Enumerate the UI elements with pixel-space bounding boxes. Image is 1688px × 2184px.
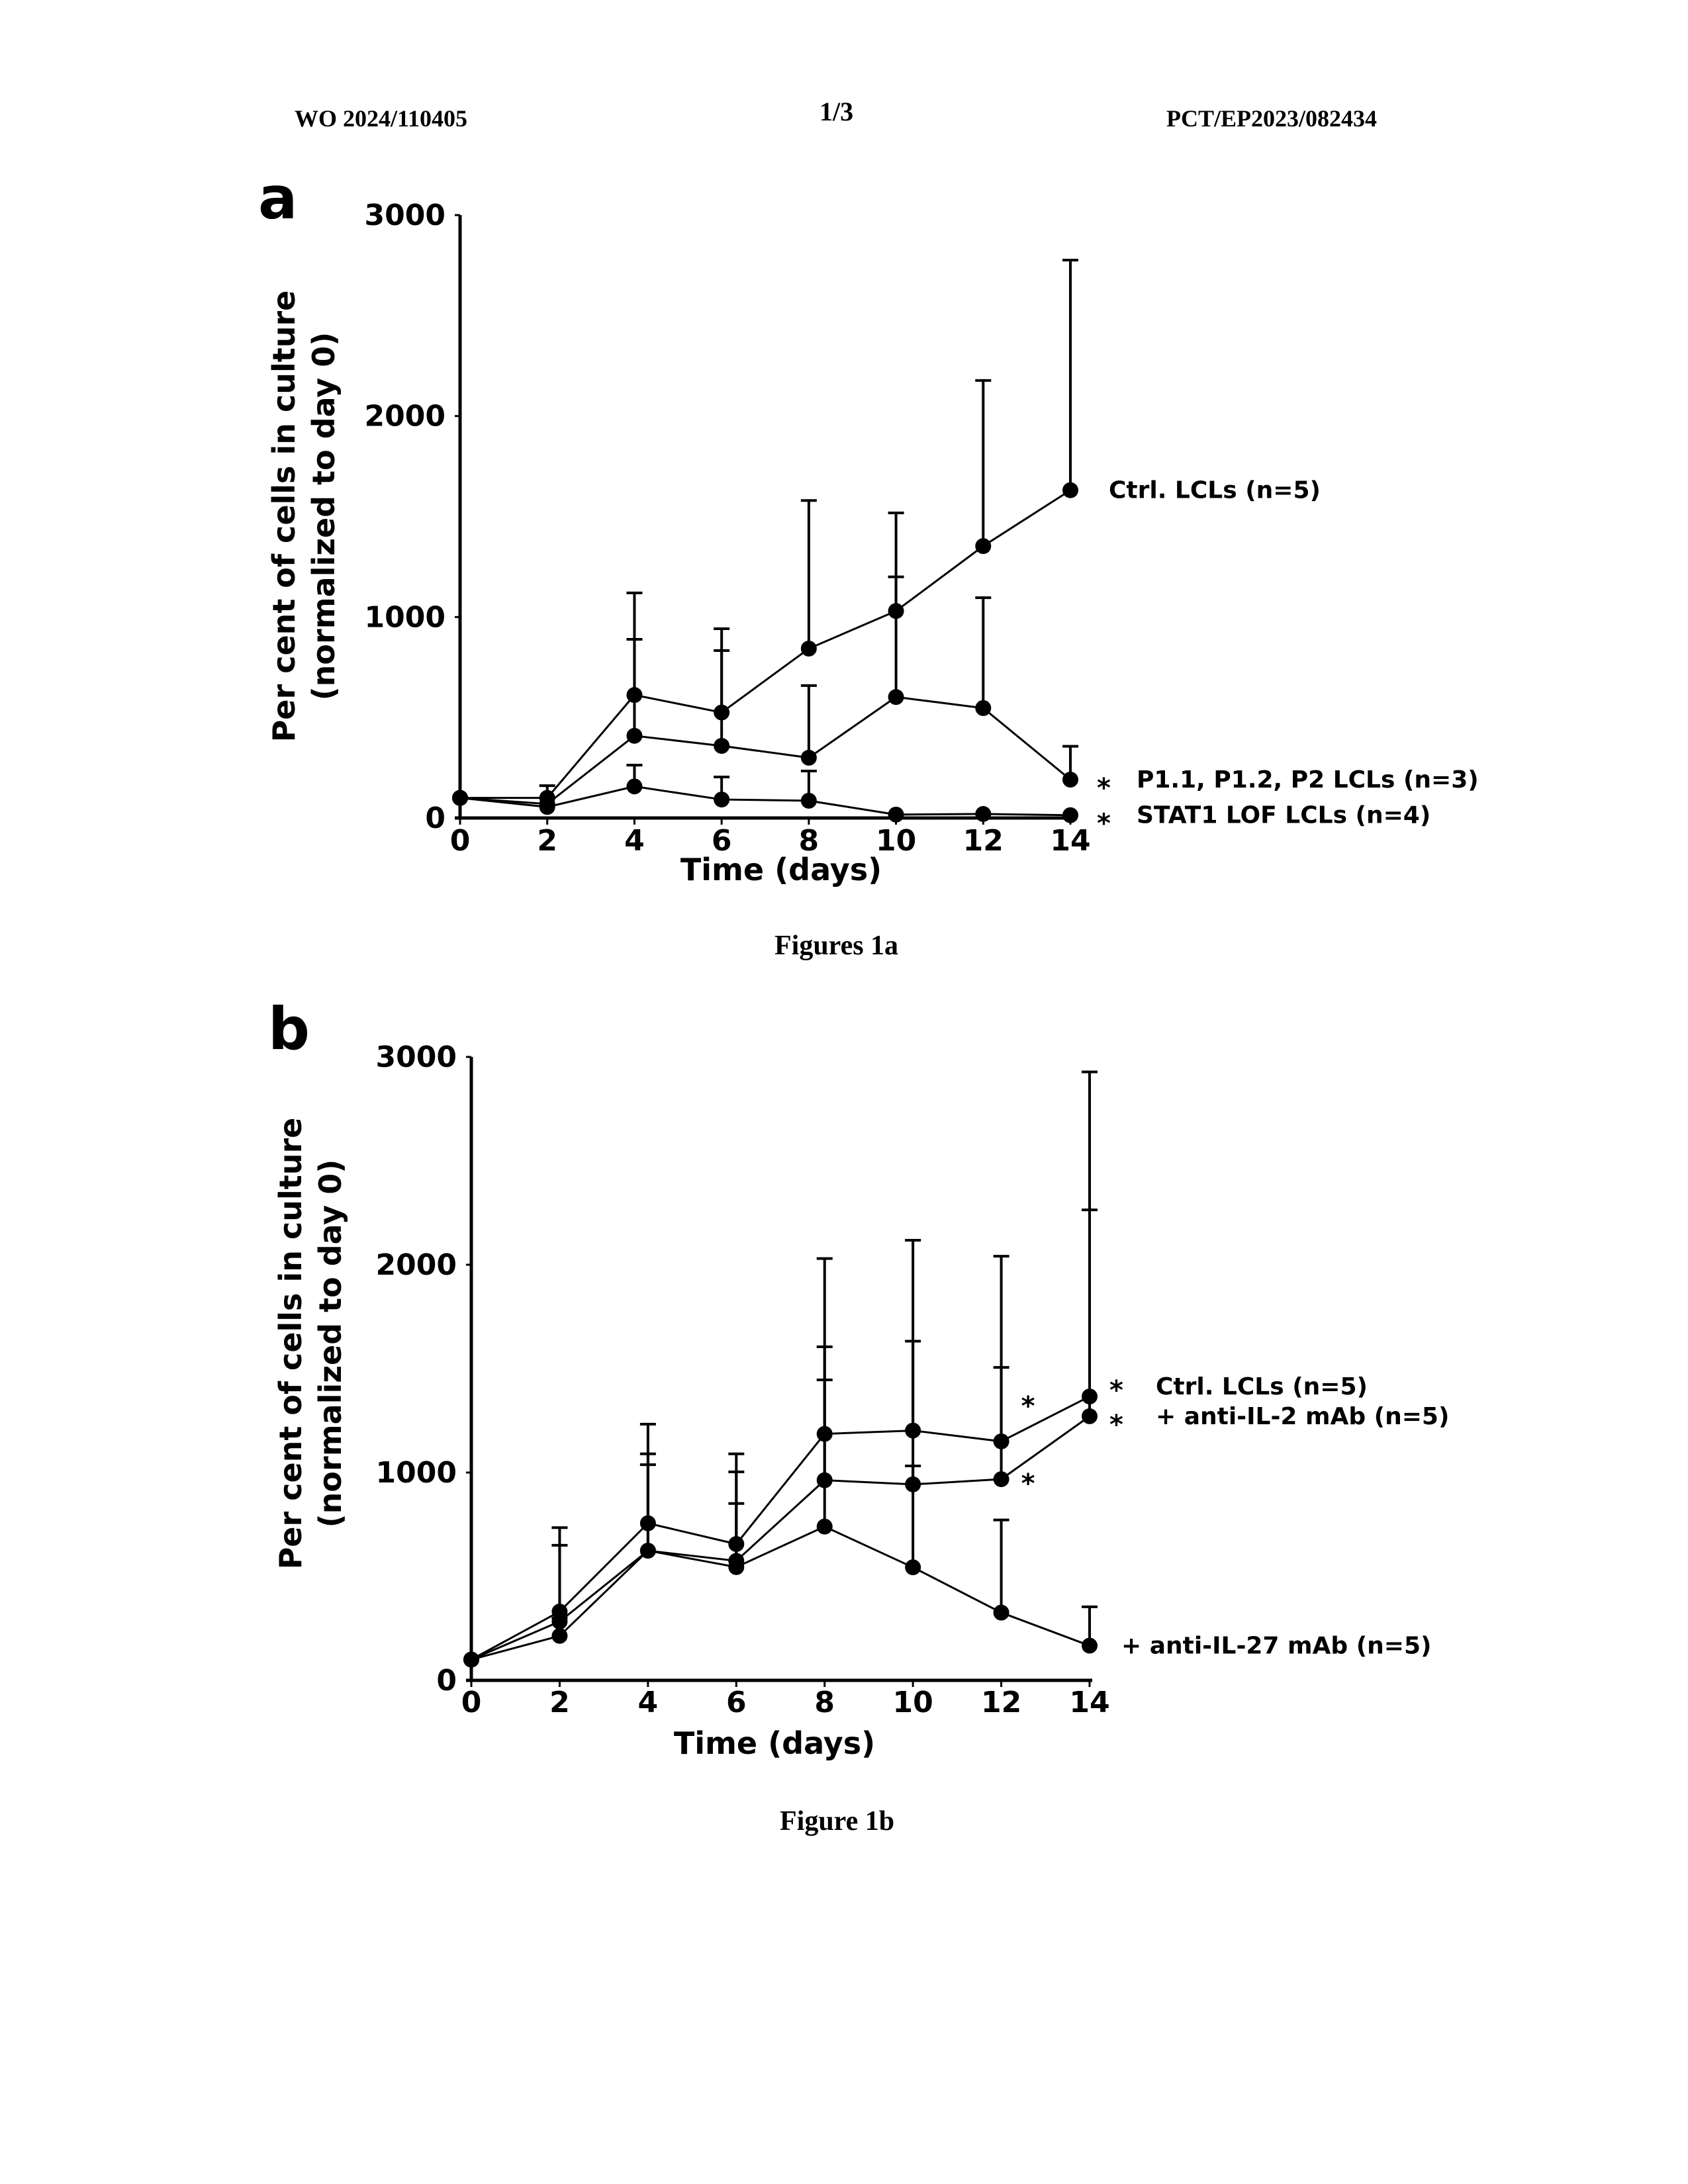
data-point — [993, 1604, 1009, 1621]
significance-star: * — [1109, 1375, 1123, 1406]
x-tick-label: 0 — [450, 824, 471, 858]
x-tick-label: 12 — [981, 1686, 1021, 1719]
y-tick-label: 3000 — [365, 199, 445, 232]
data-point — [800, 749, 817, 766]
data-point — [626, 727, 643, 744]
data-point — [1082, 1637, 1098, 1654]
panel-letter: b — [268, 995, 310, 1063]
x-tick-label: 0 — [461, 1686, 482, 1719]
x-axis-title: Time (days) — [680, 852, 882, 887]
y-axis-title: Per cent of cells in culture — [266, 291, 302, 743]
significance-star: * — [1097, 773, 1111, 803]
series-label: + anti-IL-2 mAb (n=5) — [1156, 1403, 1449, 1430]
series-label: Ctrl. LCLs (n=5) — [1109, 477, 1321, 504]
y-tick-label: 2000 — [376, 1248, 457, 1282]
data-point — [905, 1559, 921, 1576]
data-point — [816, 1518, 833, 1535]
significance-star: * — [1021, 1391, 1035, 1422]
data-point — [800, 641, 817, 657]
x-tick-label: 14 — [1069, 1686, 1109, 1719]
x-tick-label: 10 — [893, 1686, 933, 1719]
y-tick-label: 3000 — [376, 1040, 457, 1074]
data-point — [975, 805, 992, 822]
y-tick-label: 0 — [425, 801, 445, 835]
y-axis-subtitle: (normalized to day 0) — [306, 332, 342, 701]
series-label: STAT1 LOF LCLs (n=4) — [1137, 802, 1430, 829]
data-point — [975, 700, 992, 716]
data-point — [888, 689, 904, 705]
sheet-number: 1/3 — [820, 97, 854, 126]
data-point — [463, 1651, 479, 1668]
series-line — [460, 489, 1071, 799]
figure-caption-a: Figures 1a — [774, 931, 899, 961]
significance-star: * — [1109, 1410, 1123, 1440]
series-line — [471, 1525, 1090, 1661]
application-number: PCT/EP2023/082434 — [1166, 105, 1378, 132]
data-point — [800, 792, 817, 809]
series-line — [471, 1395, 1090, 1661]
x-tick-label: 2 — [549, 1686, 570, 1719]
data-point — [993, 1471, 1009, 1488]
x-tick-label: 10 — [876, 824, 916, 858]
data-point — [975, 538, 992, 555]
series-line — [471, 1415, 1090, 1661]
publication-number: WO 2024/110405 — [295, 105, 468, 132]
data-point — [1082, 1408, 1098, 1424]
data-point — [551, 1627, 568, 1644]
x-tick-label: 6 — [726, 1686, 747, 1719]
data-point — [626, 778, 643, 795]
x-tick-label: 4 — [624, 824, 645, 858]
x-tick-label: 8 — [814, 1686, 835, 1719]
series-label: Ctrl. LCLs (n=5) — [1156, 1373, 1368, 1400]
data-point — [1062, 771, 1078, 788]
x-tick-label: 12 — [963, 824, 1004, 858]
y-tick-label: 0 — [436, 1664, 457, 1698]
data-point — [728, 1559, 745, 1575]
data-point — [452, 790, 468, 806]
series-line — [459, 696, 1071, 805]
data-point — [888, 806, 904, 823]
data-point — [714, 792, 730, 808]
x-tick-label: 8 — [799, 824, 820, 858]
series-label: + anti-IL-27 mAb (n=5) — [1121, 1633, 1431, 1660]
figure-caption-b: Figure 1b — [780, 1806, 895, 1837]
significance-star: * — [1021, 1469, 1035, 1499]
series-label: P1.1, P1.2, P2 LCLs (n=3) — [1137, 766, 1479, 794]
chart-panel-a: a 0 1000 2000 3000 0 2 4 6 8 10 12 14 Per cent of cel… — [258, 164, 1479, 887]
significance-star: * — [1097, 809, 1111, 839]
y-tick-label: 1000 — [376, 1456, 457, 1490]
y-tick-label: 1000 — [365, 600, 445, 634]
x-tick-label: 14 — [1050, 824, 1090, 858]
data-point — [1062, 807, 1078, 823]
x-tick-label: 6 — [712, 824, 732, 858]
panel-letter: a — [258, 164, 297, 232]
x-tick-label: 2 — [537, 824, 557, 858]
data-point — [639, 1543, 656, 1559]
data-point — [539, 799, 555, 815]
y-axis-title: Per cent of cells in culture — [273, 1118, 308, 1570]
y-axis-subtitle: (normalized to day 0) — [312, 1160, 348, 1528]
series-line — [459, 785, 1071, 817]
chart-panel-b: b 0 1000 2000 3000 0 2 4 6 8 10 12 14 Per cent of cel… — [268, 995, 1449, 1761]
y-tick-label: 2000 — [365, 400, 445, 433]
x-tick-label: 4 — [638, 1686, 659, 1719]
data-point — [714, 737, 730, 754]
x-axis-title: Time (days) — [674, 1725, 875, 1761]
data-point — [1062, 482, 1078, 498]
